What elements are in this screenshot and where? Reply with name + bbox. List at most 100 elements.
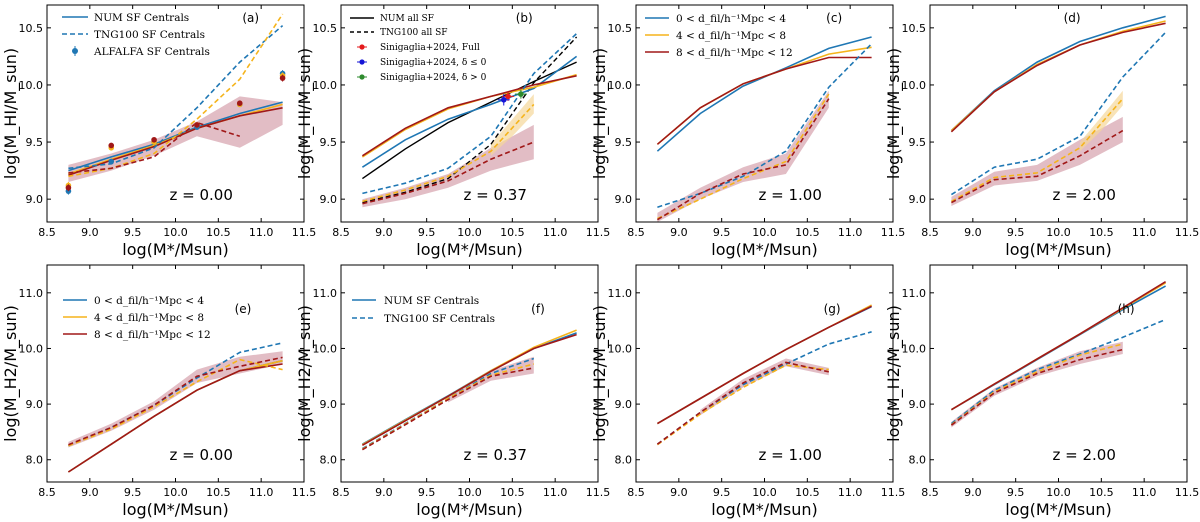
- series-line-tng-far: [951, 129, 1124, 204]
- y-tick-label: 9.0: [26, 398, 44, 411]
- legend-panel-c: 0 < d_fil/h⁻¹Mpc < 4 4 < d_fil/h⁻¹Mpc < …: [645, 13, 793, 59]
- x-tick-label: 9.0: [670, 226, 688, 239]
- y-tick-label: 9.5: [26, 136, 44, 149]
- x-tick-label: 11.5: [1175, 486, 1200, 499]
- panel-tag: (f): [531, 302, 545, 316]
- series-line-tng-mid: [362, 103, 535, 203]
- series-line-num-far: [362, 333, 577, 446]
- legend-label-alfalfa: ALFALFA SF Centrals: [93, 46, 210, 58]
- x-tick-label: 8.5: [921, 486, 939, 499]
- y-axis-label: log(M_H2/M_sun): [590, 305, 610, 442]
- x-tick-label: 9.0: [964, 226, 982, 239]
- y-tick-label: 10.5: [313, 22, 338, 35]
- y-axis-label: log(M_H2/M_sun): [1, 305, 21, 442]
- x-tick-label: 9.0: [375, 226, 393, 239]
- redshift-label: z = 0.37: [464, 446, 527, 464]
- shaded-band-1: [1079, 90, 1123, 152]
- legend-panel-b: NUM all SF TNG100 all SF Sinigaglia+2024…: [350, 14, 487, 83]
- y-axis-label: log(M_HI/M_sun): [1, 48, 21, 179]
- redshift-label: z = 0.00: [170, 446, 233, 464]
- legend-panel-a: NUM SF Centrals TNG100 SF Centrals ALFAL…: [62, 12, 210, 58]
- series-line-tng-near: [950, 318, 1166, 425]
- y-axis-label: log(M_H2/M_sun): [295, 305, 315, 442]
- series-line-num-far: [656, 56, 872, 145]
- panel-tag: (a): [242, 11, 259, 25]
- legend-label-mid: 4 < d_fil/h⁻¹Mpc < 8: [676, 30, 786, 42]
- plot-area: [656, 304, 872, 446]
- y-tick-label: 10.0: [313, 79, 338, 92]
- x-tick-label: 11.0: [838, 486, 863, 499]
- x-tick-label: 10.0: [457, 486, 482, 499]
- x-tick-label: 10.5: [500, 226, 525, 239]
- series-line-num-far: [950, 22, 1166, 133]
- panel-h: 8.5 9.0 9.5 10.0 10.5 11.0 11.5 8.0 9.0 10.0 11.0 l…: [884, 264, 1200, 519]
- series-line-tng-far: [68, 356, 283, 446]
- x-tick-label: 9.5: [418, 226, 436, 239]
- y-tick-label: 10.0: [608, 342, 633, 355]
- x-tick-label: 9.5: [418, 486, 436, 499]
- redshift-label: z = 0.37: [464, 186, 527, 204]
- x-tick-label: 11.5: [1175, 226, 1200, 239]
- y-tick-label: 10.5: [19, 22, 44, 35]
- x-tick-label: 10.5: [795, 226, 820, 239]
- x-tick-label: 10.0: [1046, 486, 1071, 499]
- x-tick-label: 10.5: [206, 226, 231, 239]
- x-axis-label: log(M*/Msun): [416, 500, 523, 519]
- series-line-tng100-sf-centrals: [68, 24, 284, 170]
- series-line-tng-far: [361, 367, 534, 451]
- series-line-tng-near: [950, 31, 1167, 196]
- x-tick-label: 9.5: [1007, 226, 1025, 239]
- x-tick-label: 8.5: [921, 226, 939, 239]
- y-axis-label: log(M_HI/M_sun): [590, 48, 610, 179]
- x-tick-label: 10.0: [1046, 226, 1071, 239]
- series-line-num-far: [950, 281, 1167, 411]
- plot-area: [950, 15, 1167, 206]
- panel-c: 8.5 9.0 9.5 10.0 10.5 11.0 11.59.09.510.010.5l…: [590, 4, 906, 259]
- shaded-band-0: [700, 358, 829, 416]
- x-tick-label: 9.0: [81, 226, 99, 239]
- x-tick-label: 9.5: [1007, 486, 1025, 499]
- series-line-num-far: [656, 305, 872, 425]
- legend-panel-e: 0 < d_fil/h⁻¹Mpc < 4 4 < d_fil/h⁻¹Mpc < …: [63, 295, 211, 341]
- legend-label-num: NUM SF Centrals: [94, 12, 189, 24]
- redshift-label: z = 2.00: [1053, 446, 1116, 464]
- y-tick-label: 11.0: [19, 287, 44, 300]
- y-tick-label: 11.0: [902, 287, 927, 300]
- data-point: [518, 91, 524, 97]
- y-tick-label: 8.0: [615, 454, 633, 467]
- legend-label-near: 0 < d_fil/h⁻¹Mpc < 4: [676, 13, 786, 25]
- panel-tag: (e): [235, 302, 252, 316]
- y-tick-label: 10.0: [608, 79, 633, 92]
- x-tick-label: 11.5: [586, 226, 611, 239]
- series-line-num-mid: [656, 46, 872, 145]
- panel-tag: (g): [824, 302, 841, 316]
- panel-g: 8.5 9.0 9.5 10.0 10.5 11.0 11.5 8.0 9.0 10.0 11.0 l…: [590, 264, 905, 519]
- series-line-num-near: [950, 15, 1166, 132]
- plot-area: [950, 281, 1167, 428]
- series-line-tng-far: [950, 348, 1123, 426]
- data-point: [236, 100, 243, 107]
- y-axis-label: log(M_HI/M_sun): [295, 48, 315, 179]
- y-tick-label: 9.0: [615, 193, 633, 206]
- panel-tag: (h): [1118, 302, 1135, 316]
- y-tick-label: 9.0: [615, 398, 633, 411]
- series-line-tng-8-12: [68, 121, 241, 174]
- data-point: [500, 96, 507, 103]
- series-line-num-far: [67, 363, 283, 473]
- x-tick-label: 11.5: [881, 226, 906, 239]
- y-tick-label: 9.0: [909, 398, 927, 411]
- x-tick-label: 9.5: [713, 226, 731, 239]
- y-tick-label: 10.0: [19, 342, 44, 355]
- x-tick-label: 11.5: [292, 486, 317, 499]
- x-tick-label: 10.0: [457, 226, 482, 239]
- data-point: [279, 75, 286, 81]
- series-line-tng-mid: [656, 364, 829, 446]
- shaded-band-0: [951, 116, 1123, 206]
- panels-group: 8.5 9.0 9.5 10.0 10.5 11.0 11.5 9.0 9.5 10.0 10.5 l…: [1, 4, 1200, 519]
- series-line-tng-far: [656, 361, 829, 445]
- redshift-label: z = 2.00: [1053, 186, 1116, 204]
- series-line-tng-near: [656, 331, 872, 445]
- y-axis-label: log(M_HI/M_sun): [884, 48, 904, 179]
- redshift-label: z = 1.00: [759, 446, 822, 464]
